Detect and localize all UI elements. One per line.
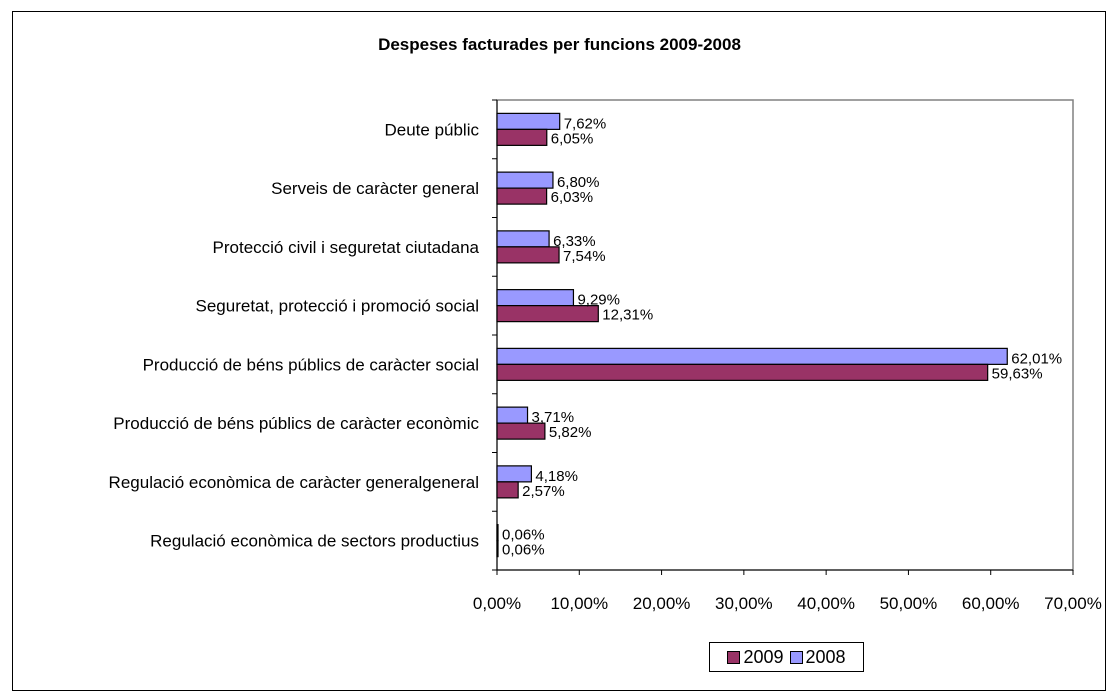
bar-2009 [496, 422, 546, 440]
x-tick-label: 50,00% [880, 594, 938, 613]
x-tick-labels-group: 0,00% 10,00% 20,00% 30,00% 40,00% 50,00% 60,00… [473, 594, 1102, 613]
data-label-2008: 7,62% [564, 115, 607, 132]
data-label-2009: 0,06% [502, 542, 545, 559]
legend-label: 2009 [743, 646, 784, 667]
bar-2008 [496, 524, 499, 542]
x-tick-label: 30,00% [715, 594, 773, 613]
data-label-2008: 6,33% [553, 233, 596, 250]
category-label: Producció de béns públics de caràcter ec… [113, 414, 479, 433]
category-label: Protecció civil i seguretat ciutadana [213, 238, 480, 257]
bar-2009 [496, 540, 499, 558]
x-tick-label: 70,00% [1044, 594, 1102, 613]
data-label-2009: 2,57% [522, 483, 565, 500]
bar-2008 [496, 171, 554, 189]
plot-border [496, 99, 1074, 571]
bar-2008 [496, 406, 529, 424]
legend-swatch [789, 650, 803, 664]
data-label-2009: 12,31% [602, 307, 653, 324]
x-tick-label: 20,00% [633, 594, 691, 613]
data-label-2008: 9,29% [577, 292, 620, 309]
bar-chart: 7,62%6,05% 6,80%6,03% 6,33%7,54% 9,29%12,31… [109, 99, 1102, 613]
x-tick-label: 10,00% [550, 594, 608, 613]
data-label-2008: 6,80% [557, 174, 600, 191]
category-label: Regulació econòmica de sectors productiu… [150, 532, 479, 551]
data-label-2009: 6,05% [551, 130, 594, 147]
data-label-2009: 59,63% [992, 365, 1043, 382]
plot-area [492, 99, 1074, 575]
data-label-2009: 5,82% [549, 424, 592, 441]
x-tick-label: 40,00% [797, 594, 855, 613]
x-tick-label: 0,00% [473, 594, 521, 613]
data-label-2009: 6,03% [551, 189, 594, 206]
category-labels-group: Deute públic Serveis de caràcter general P… [109, 120, 480, 550]
bar-2008 [496, 289, 575, 307]
category-label: Producció de béns públics de caràcter so… [143, 355, 479, 374]
legend-item-2008: 2008 [789, 646, 846, 668]
category-label: Seguretat, protecció i promoció social [196, 297, 479, 316]
bar-2009 [496, 246, 560, 264]
chart-title: Despeses facturades per funcions 2009-20… [378, 35, 741, 54]
bar-2008 [496, 465, 532, 483]
bar-2009 [496, 481, 519, 499]
value-labels-group: 7,62%6,05% 6,80%6,03% 6,33%7,54% 9,29%12,31… [502, 115, 1062, 558]
data-label-2008: 0,06% [502, 527, 545, 544]
bars-group [496, 112, 1008, 558]
bar-2009 [496, 128, 548, 146]
legend-swatch [727, 650, 741, 664]
data-label-2008: 4,18% [535, 468, 578, 485]
data-label-2008: 62,01% [1011, 350, 1062, 367]
bar-2009 [496, 363, 989, 381]
x-tick-label: 60,00% [962, 594, 1020, 613]
bar-2009 [496, 305, 599, 323]
data-label-2009: 7,54% [563, 248, 606, 265]
legend-item-2009: 2009 [727, 646, 784, 668]
bar-2008 [496, 230, 550, 248]
bar-2009 [496, 187, 548, 205]
category-label: Regulació econòmica de caràcter generalg… [109, 473, 479, 492]
category-label: Deute públic [384, 120, 479, 139]
legend-label: 2008 [805, 646, 846, 667]
category-label: Serveis de caràcter general [271, 179, 479, 198]
data-label-2008: 3,71% [532, 409, 575, 426]
legend: 2009 2008 [709, 642, 864, 672]
bar-2008 [496, 347, 1008, 365]
bar-2008 [496, 112, 561, 130]
